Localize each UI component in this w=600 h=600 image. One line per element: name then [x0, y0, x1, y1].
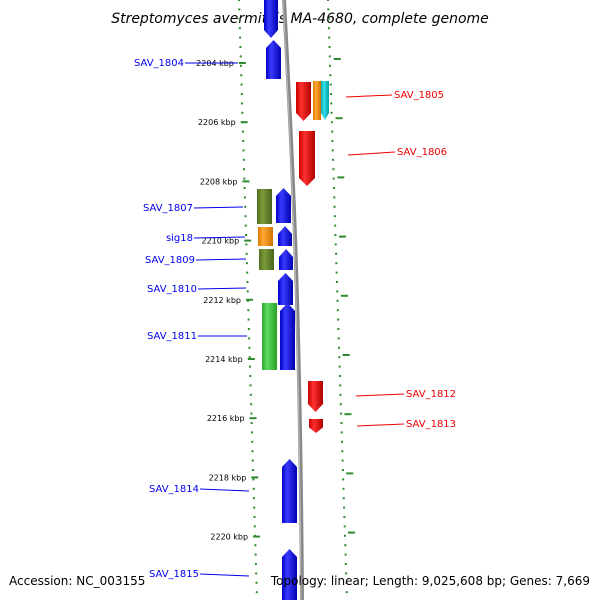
leader-line	[356, 423, 405, 427]
gene-features	[257, 0, 329, 600]
map-title: Streptomyces avermitilis MA-4680, comple…	[111, 11, 489, 27]
gene-label-sav_1804[interactable]: SAV_1804	[134, 58, 184, 69]
gene-arrow-sav_1812[interactable]	[308, 381, 323, 412]
scale-tick-label: 2210 kbp	[202, 237, 240, 246]
gene-arrow-sav_1809[interactable]	[259, 249, 274, 270]
gene-arrow-sav_1806[interactable]	[299, 131, 315, 186]
gene-arrow-sav_1810[interactable]	[278, 273, 293, 305]
gene-arrow-sav_1811[interactable]	[262, 303, 277, 370]
leader-line	[199, 488, 250, 492]
leader-line	[197, 287, 247, 290]
gene-label-sav_1813[interactable]: SAV_1813	[406, 419, 456, 430]
gene-label-sav_1809[interactable]: SAV_1809	[145, 255, 195, 266]
gene-arrow-cyan[interactable]	[321, 81, 329, 120]
gene-arrow-sav_1815[interactable]	[282, 549, 297, 600]
gene-arrow-sav_1813[interactable]	[309, 419, 323, 433]
scale-tick-label: 2212 kbp	[203, 296, 241, 305]
gene-label-sig18[interactable]: sig18	[166, 233, 193, 244]
genome-summary-text: Topology: linear; Length: 9,025,608 bp; …	[270, 574, 590, 588]
leader-line	[347, 151, 396, 156]
gene-label-sav_1811[interactable]: SAV_1811	[147, 331, 197, 342]
scale-tick-label: 2206 kbp	[198, 118, 236, 127]
genome-backbone-highlight	[282, 0, 302, 600]
scale-tick-label: 2220 kbp	[210, 533, 248, 542]
accession-text: Accession: NC_003155	[9, 574, 146, 588]
gene-label-sav_1805[interactable]: SAV_1805	[394, 90, 444, 101]
gene-label-sav_1807[interactable]: SAV_1807	[143, 203, 193, 214]
gene-arrow-sav_1814[interactable]	[282, 459, 297, 523]
leader-line	[193, 206, 244, 209]
gene-label-sav_1814[interactable]: SAV_1814	[149, 484, 199, 495]
gene-arrow-inner-1811[interactable]	[280, 303, 295, 370]
gene-arrow-inner-sig18[interactable]	[278, 226, 292, 246]
gene-arrow-inner-1807[interactable]	[276, 188, 291, 223]
scale-tick-label: 2216 kbp	[207, 414, 245, 423]
gene-arrow-top-partial[interactable]	[264, 0, 278, 38]
leader-line	[193, 236, 246, 239]
leader-line	[195, 258, 247, 261]
gene-arrow-sav_1807[interactable]	[257, 189, 272, 224]
gene-arrow-inner-1809[interactable]	[279, 249, 293, 270]
gene-label-sav_1812[interactable]: SAV_1812	[406, 389, 456, 400]
scale-tick-label: 2208 kbp	[200, 177, 238, 186]
gene-block-orange[interactable]	[313, 81, 321, 120]
gene-label-sav_1806[interactable]: SAV_1806	[397, 147, 447, 158]
leader-line	[355, 393, 405, 397]
gene-label-sav_1810[interactable]: SAV_1810	[147, 284, 197, 295]
genome-backbone	[282, 0, 304, 600]
gene-label-sav_1815[interactable]: SAV_1815	[149, 569, 199, 580]
leader-line	[199, 573, 250, 577]
gene-arrow-sav_1805[interactable]	[296, 82, 311, 121]
gene-arrow-sav_1804[interactable]	[266, 40, 281, 79]
leader-line	[345, 94, 393, 98]
gene-arrow-sig18[interactable]	[258, 227, 273, 246]
scale-tick-label: 2218 kbp	[209, 473, 247, 482]
gene-labels: SAV_1804 SAV_1805 SAV_1806 SAV_1807 sig18 SAV…	[134, 58, 456, 580]
scale-tick-label: 2214 kbp	[205, 355, 243, 364]
